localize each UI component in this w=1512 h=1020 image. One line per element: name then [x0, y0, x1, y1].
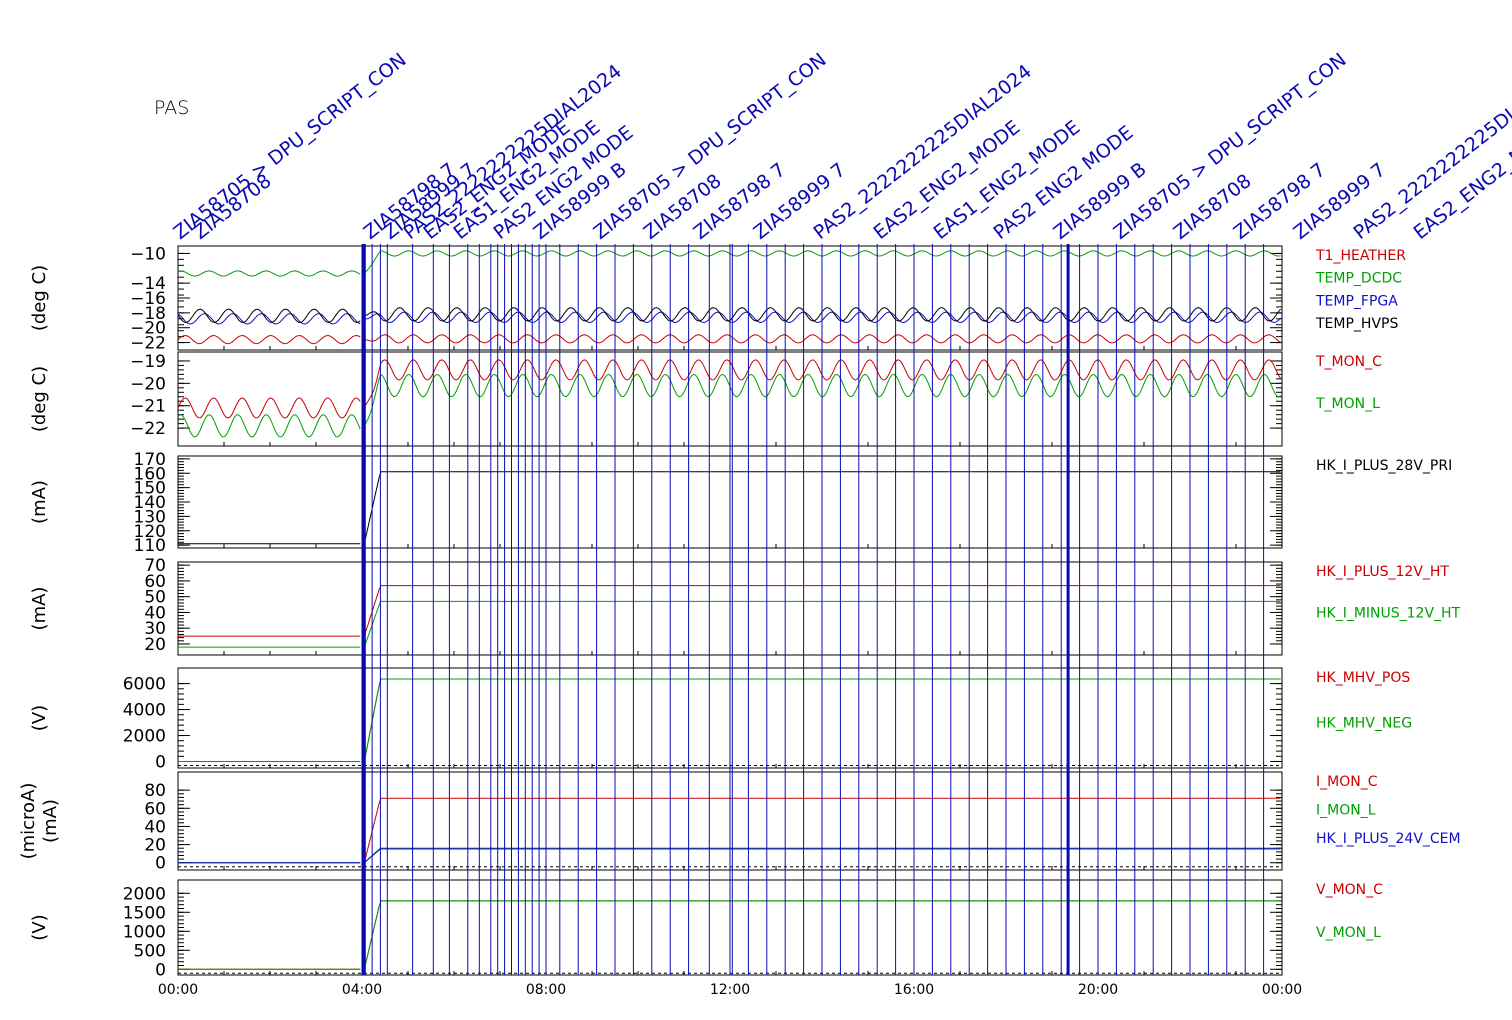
series-line-before	[177, 270, 361, 277]
y-tick-label: −19	[130, 352, 166, 372]
series-legend-label: HK_MHV_NEG	[1316, 716, 1412, 732]
series-line-before	[177, 334, 361, 345]
x-tick-label: 08:00	[526, 982, 566, 998]
y-tick-label: −22	[130, 419, 166, 439]
y-axis-label: (microA)	[18, 783, 39, 860]
y-tick-label: 60	[144, 799, 166, 819]
y-tick-label: 50	[144, 588, 166, 608]
y-tick-label: 0	[155, 960, 166, 980]
y-tick-label: −22	[130, 334, 166, 354]
series-line-before	[177, 313, 361, 325]
y-tick-label: 30	[144, 619, 166, 639]
y-tick-label: 0	[155, 854, 166, 874]
y-axis-label: (mA)	[29, 480, 50, 524]
y-tick-label: 70	[144, 556, 166, 576]
y-tick-label: −20	[130, 374, 166, 394]
panel-2: −19−20 −21−22 (deg C) T_MON_C T_MON_L	[29, 351, 1382, 447]
y-tick-label: −16	[130, 289, 166, 309]
x-tick-label: 12:00	[710, 982, 750, 998]
y-axis-label: (mA)	[40, 799, 61, 843]
x-tick-label: 00:00	[1262, 982, 1302, 998]
x-tick-label: 16:00	[894, 982, 934, 998]
panel-1: −10 −14−16−18−20−22 (deg C) T1_HEATHER TEMP_…	[29, 244, 1406, 353]
y-axis-label: (mA)	[29, 587, 50, 631]
y-tick-label: −21	[130, 397, 166, 417]
series-legend-label: HK_I_MINUS_12V_HT	[1316, 606, 1461, 622]
y-axis-label: (deg C)	[29, 366, 50, 432]
series-legend-label: T_MON_L	[1315, 396, 1380, 412]
x-tick-label: 04:00	[342, 982, 382, 998]
series-legend-label: TEMP_DCDC	[1315, 271, 1402, 287]
series-legend-label: I_MON_L	[1316, 803, 1376, 819]
y-tick-label: −14	[130, 274, 166, 294]
y-axis-label: (V)	[29, 914, 50, 940]
series-legend-label: HK_I_PLUS_24V_CEM	[1316, 831, 1461, 847]
y-tick-label: 1500	[123, 903, 166, 923]
y-tick-label: 0	[155, 753, 166, 773]
series-legend-label: T_MON_C	[1315, 354, 1382, 370]
y-tick-label: 4000	[123, 701, 166, 721]
series-legend-label: TEMP_HVPS	[1315, 316, 1398, 332]
y-tick-label: 170	[134, 450, 166, 470]
y-tick-label: 140	[134, 493, 166, 513]
y-tick-label: 40	[144, 603, 166, 623]
panel-5: 6000 4000 2000 0 (V) HK_MHV_POS HK_MHV_NEG	[29, 667, 1412, 773]
series-legend-label: HK_MHV_POS	[1316, 670, 1410, 686]
y-tick-label: 6000	[123, 675, 166, 695]
y-axis-label: (deg C)	[29, 265, 50, 331]
y-tick-label: 160	[134, 464, 166, 484]
y-tick-label: 60	[144, 572, 166, 592]
series-legend-label: TEMP_FPGA	[1315, 293, 1398, 309]
plot-title: PAS	[154, 97, 190, 119]
y-tick-label: 1000	[123, 922, 166, 942]
series-legend-label: HK_I_PLUS_12V_HT	[1316, 564, 1449, 580]
x-tick-label: 20:00	[1078, 982, 1118, 998]
series-line-before	[177, 397, 361, 419]
y-tick-label: 80	[144, 781, 166, 801]
y-tick-label: 120	[134, 522, 166, 542]
y-tick-label: −20	[130, 319, 166, 339]
series-line-before	[177, 308, 361, 324]
y-tick-label: 40	[144, 817, 166, 837]
series-legend-label: HK_I_PLUS_28V_PRI	[1316, 458, 1452, 474]
y-tick-label: 500	[134, 941, 166, 961]
y-tick-label: 110	[134, 536, 166, 556]
y-tick-label: 130	[134, 507, 166, 527]
series-line-before	[177, 414, 361, 438]
series-legend-label: I_MON_C	[1316, 774, 1378, 790]
y-axis-label: (V)	[29, 705, 50, 731]
y-tick-label: −18	[130, 304, 166, 324]
y-tick-label: −10	[130, 244, 166, 264]
series-legend-label: V_MON_C	[1316, 882, 1383, 898]
series-legend-label: T1_HEATHER	[1315, 248, 1406, 264]
y-tick-label: 2000	[123, 884, 166, 904]
x-tick-label: 00:00	[158, 982, 198, 998]
y-tick-label: 20	[144, 836, 166, 856]
y-tick-label: 150	[134, 479, 166, 499]
series-legend-label: V_MON_L	[1316, 925, 1381, 941]
y-tick-label: 2000	[123, 727, 166, 747]
y-tick-label: 20	[144, 635, 166, 655]
